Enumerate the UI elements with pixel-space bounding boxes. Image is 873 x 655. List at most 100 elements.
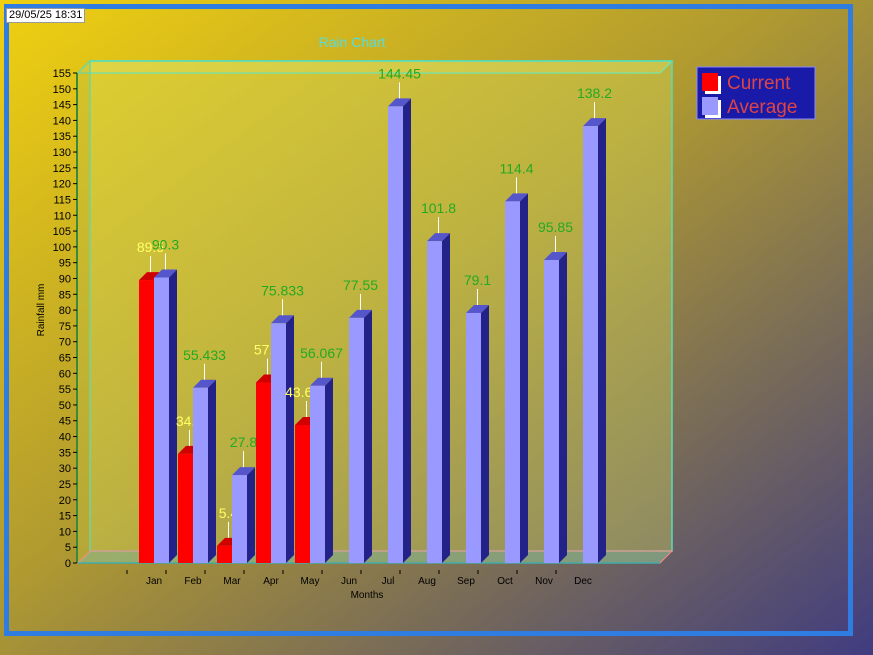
x-tick-label: Aug [418, 576, 436, 587]
y-tick-label: 130 [53, 147, 71, 159]
y-tick-label: 150 [53, 84, 71, 96]
current-bar-top [139, 272, 162, 281]
average-bar [271, 323, 286, 563]
average-bar-top [232, 467, 255, 476]
average-bar-side [325, 377, 333, 563]
average-bar-top [310, 377, 333, 386]
average-bar-top [271, 315, 294, 324]
y-tick-label: 50 [59, 400, 71, 412]
average-bar-side [559, 251, 567, 563]
legend-label-average: Average [727, 97, 797, 118]
average-bar-side [247, 467, 255, 563]
average-data-label: 79.1 [464, 272, 491, 288]
average-bar-side [286, 315, 294, 563]
average-data-label: 138.2 [577, 85, 612, 101]
y-tick-label: 105 [53, 226, 71, 238]
y-tick-label: 30 [59, 463, 71, 475]
average-bar-top [154, 269, 177, 278]
average-bar-side [208, 379, 216, 563]
average-bar-top [544, 251, 567, 260]
y-tick-label: 0 [65, 558, 71, 570]
average-bar-top [466, 304, 489, 313]
average-bar-side [403, 98, 411, 563]
x-tick-label: Jun [341, 576, 357, 587]
current-bar [139, 280, 154, 563]
y-tick-label: 155 [53, 68, 71, 80]
average-bar [232, 475, 247, 563]
y-tick-label: 135 [53, 131, 71, 143]
average-bar-side [442, 233, 450, 563]
current-bar [256, 382, 271, 563]
average-bar [154, 277, 169, 563]
x-tick-label: Jul [382, 576, 395, 587]
y-tick-label: 125 [53, 163, 71, 175]
current-bar [295, 424, 310, 563]
x-tick-label: Apr [263, 576, 279, 587]
average-bar-side [481, 304, 489, 563]
x-tick-label: May [301, 576, 320, 587]
y-tick-label: 45 [59, 416, 71, 428]
average-bar [466, 312, 481, 563]
average-data-label: 101.8 [421, 200, 456, 216]
average-data-label: 75.833 [261, 282, 304, 298]
average-data-label: 27.8 [230, 434, 257, 450]
plot-side-wall [78, 61, 90, 563]
average-data-label: 144.45 [378, 65, 421, 81]
average-bar [310, 385, 325, 563]
average-bar-top [193, 379, 216, 388]
y-tick-label: 140 [53, 115, 71, 127]
average-bar [193, 387, 208, 563]
y-tick-label: 85 [59, 289, 71, 301]
average-bar-side [520, 193, 528, 563]
y-tick-label: 95 [59, 258, 71, 270]
legend-swatch-average [702, 97, 718, 115]
average-bar-top [349, 309, 372, 318]
y-tick-label: 55 [59, 384, 71, 396]
average-data-label: 90.3 [152, 237, 179, 253]
average-data-label: 55.433 [183, 347, 226, 363]
current-bar [217, 545, 232, 563]
x-tick-label: Sep [457, 576, 475, 587]
y-tick-label: 15 [59, 511, 71, 523]
y-tick-label: 90 [59, 273, 71, 285]
x-tick-label: Nov [535, 576, 553, 587]
average-data-label: 56.067 [300, 345, 343, 361]
average-bar [583, 126, 598, 563]
current-bar [178, 453, 193, 563]
y-tick-label: 25 [59, 479, 71, 491]
x-tick-label: Oct [497, 576, 513, 587]
average-bar [544, 259, 559, 563]
y-tick-label: 5 [65, 542, 71, 554]
average-bar-side [169, 269, 177, 563]
y-tick-label: 115 [53, 194, 71, 206]
y-tick-label: 65 [59, 353, 71, 365]
average-bar [349, 317, 364, 563]
average-bar [505, 201, 520, 563]
current-data-label: 89.5 [137, 239, 164, 255]
average-bar-top [505, 193, 528, 202]
y-tick-label: 35 [59, 447, 71, 459]
x-tick-label: Feb [184, 576, 202, 587]
average-bar [427, 241, 442, 563]
y-tick-label: 70 [59, 337, 71, 349]
y-tick-label: 40 [59, 432, 71, 444]
y-axis-title: Rainfall mm [36, 284, 47, 337]
average-bar [388, 106, 403, 563]
y-tick-label: 20 [59, 495, 71, 507]
legend-label-current: Current [727, 73, 791, 94]
y-tick-label: 60 [59, 368, 71, 380]
x-tick-label: Jan [146, 576, 162, 587]
y-tick-label: 80 [59, 305, 71, 317]
x-tick-label: Dec [574, 576, 592, 587]
average-data-label: 114.4 [500, 160, 534, 176]
legend-swatch-current [702, 73, 718, 91]
y-tick-label: 120 [53, 179, 71, 191]
timestamp-label: 29/05/25 18:31 [6, 8, 86, 23]
x-axis-title: Months [351, 590, 384, 601]
average-bar-top [427, 233, 450, 242]
average-bar-side [364, 309, 372, 563]
y-tick-label: 145 [53, 100, 71, 112]
average-bar-side [598, 118, 606, 563]
y-tick-label: 110 [53, 210, 71, 222]
